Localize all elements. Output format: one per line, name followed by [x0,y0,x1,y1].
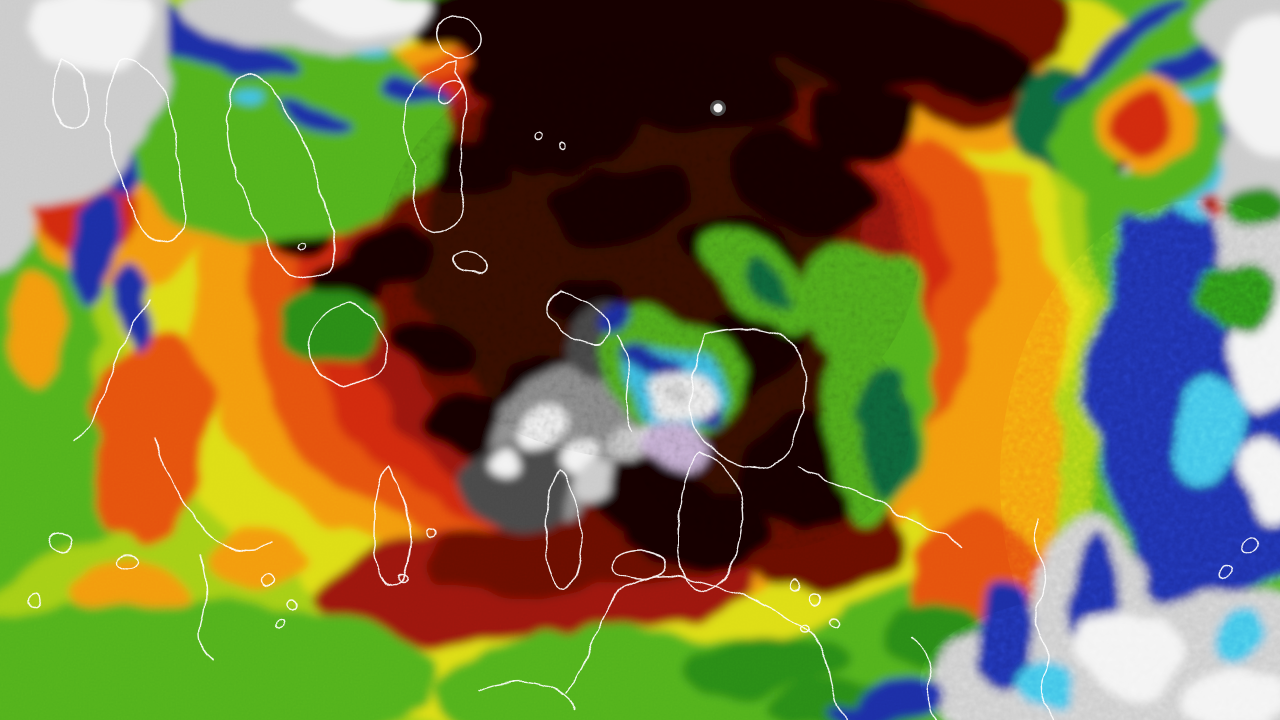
coastline-panay [154,439,272,552]
coastline-islet [49,532,75,552]
coastline-mindanao-east [911,635,937,720]
coastline-ne-of-samar [797,465,961,547]
coastline-near-eye [617,334,633,432]
coastline-mindanao-west [565,589,621,695]
coastline-island-small [451,250,489,274]
coastline-nw-island-b [105,57,187,242]
coastline-negros [373,467,411,587]
coastline-right-squiggle [1032,521,1056,720]
coastline-islet [800,625,810,635]
coastline-leyte [676,451,743,592]
coastline-islet [261,573,275,587]
coastline-mindoro [308,301,387,387]
coastline-islet [535,133,545,143]
coastline-islet [1241,536,1259,554]
coastline-islet [297,241,307,251]
coastline-islet [286,599,298,611]
coastline-islet [808,593,822,607]
coastline-bicol [402,59,468,234]
coastline-masbate [546,289,613,347]
coastline-islet [27,595,41,609]
coastline-nw-island-c [226,73,335,280]
coastline-nw-tail [75,299,151,443]
coastline-cebu [545,469,583,589]
coastline-samar [688,328,806,469]
coastline-nw-island-a [51,57,89,130]
coastline-islet [829,616,841,628]
coastline-bicol-lake [437,15,481,59]
coastline-islet [397,573,407,583]
coastline-islet [118,554,138,570]
coastline-overlay [27,15,1259,720]
coastline-panay-south [198,554,213,660]
coastline-mindanao-sw [479,680,577,709]
coastline-islet [558,142,566,150]
coastline-mindanao-north [619,575,848,720]
coastline-islet [789,579,801,591]
coastline-island-oval [436,81,464,103]
coastline-bohol [613,550,667,580]
coastline-islet [427,527,437,537]
coastline-islet [275,620,285,630]
coastline-islet [1218,565,1232,579]
